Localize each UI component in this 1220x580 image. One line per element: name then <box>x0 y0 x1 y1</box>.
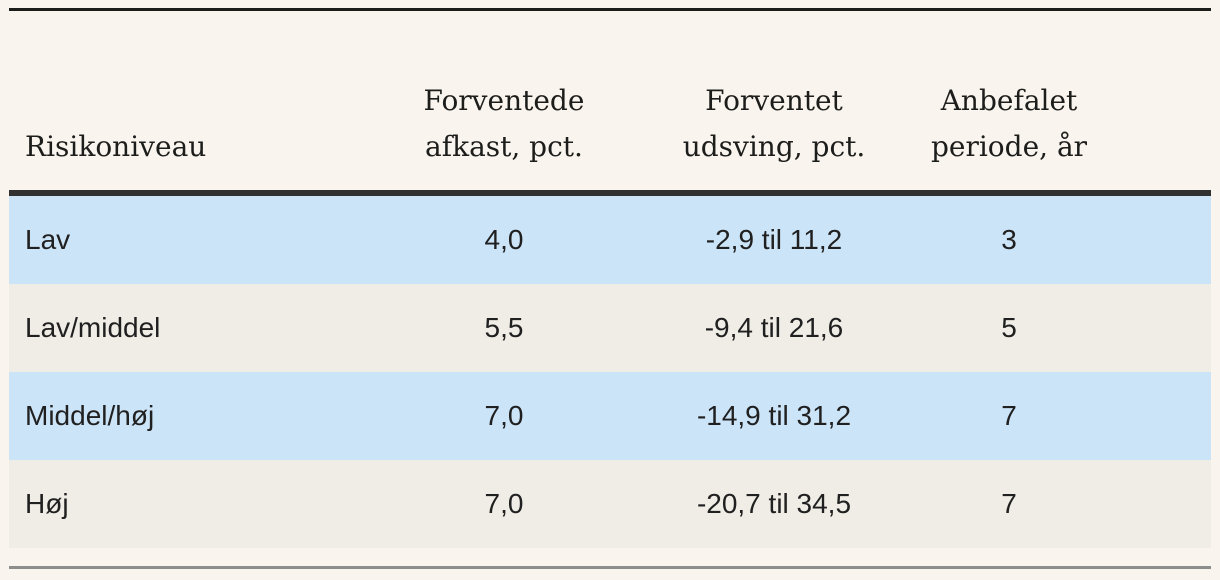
cell-udsving: -2,9 til 11,2 <box>705 224 843 255</box>
cell-risikoniveau: Høj <box>25 488 69 519</box>
column-header-label-line2: periode, år <box>930 130 1088 163</box>
cell-risikoniveau: Lav <box>25 224 71 255</box>
table-row: Middel/høj 7,0 -14,9 til 31,2 7 <box>9 372 1211 460</box>
cell-udsving: -14,9 til 31,2 <box>696 400 852 431</box>
column-header-forventede-afkast: Forventede afkast, pct. <box>349 78 659 170</box>
cell-risikoniveau: Lav/middel <box>25 312 161 343</box>
top-rule <box>9 8 1211 11</box>
cell-periode: 3 <box>1001 224 1017 255</box>
column-header-label-line1: Anbefalet <box>940 84 1078 117</box>
risk-table: Risikoniveau Forventede afkast, pct. For… <box>9 8 1211 569</box>
cell-risikoniveau: Middel/høj <box>25 400 155 431</box>
column-header-label-line2: udsving, pct. <box>682 130 866 163</box>
column-header-label-line2: afkast, pct. <box>425 130 583 163</box>
cell-periode: 7 <box>1001 488 1017 519</box>
cell-periode: 5 <box>1001 312 1017 343</box>
table-row: Lav 4,0 -2,9 til 11,2 3 <box>9 196 1211 284</box>
cell-afkast: 7,0 <box>484 400 524 431</box>
cell-afkast: 7,0 <box>484 488 524 519</box>
cell-udsving: -20,7 til 34,5 <box>696 488 852 519</box>
table-row: Lav/middel 5,5 -9,4 til 21,6 5 <box>9 284 1211 372</box>
table-row: Høj 7,0 -20,7 til 34,5 7 <box>9 460 1211 548</box>
column-header-label: Risikoniveau <box>25 130 207 163</box>
cell-afkast: 5,5 <box>484 312 524 343</box>
bottom-rule <box>9 566 1211 569</box>
column-header-forventet-udsving: Forventet udsving, pct. <box>659 78 889 170</box>
cell-udsving: -9,4 til 21,6 <box>704 312 844 343</box>
column-header-anbefalet-periode: Anbefalet periode, år <box>889 78 1129 170</box>
column-header-label-line1: Forventede <box>423 84 585 117</box>
cell-afkast: 4,0 <box>484 224 524 255</box>
cell-periode: 7 <box>1001 400 1017 431</box>
bottom-gap <box>9 548 1211 566</box>
column-header-risikoniveau: Risikoniveau <box>9 124 349 170</box>
table-header-row: Risikoniveau Forventede afkast, pct. For… <box>9 11 1211 190</box>
header-divider-rule <box>9 190 1211 196</box>
column-header-label-line1: Forventet <box>705 84 843 117</box>
